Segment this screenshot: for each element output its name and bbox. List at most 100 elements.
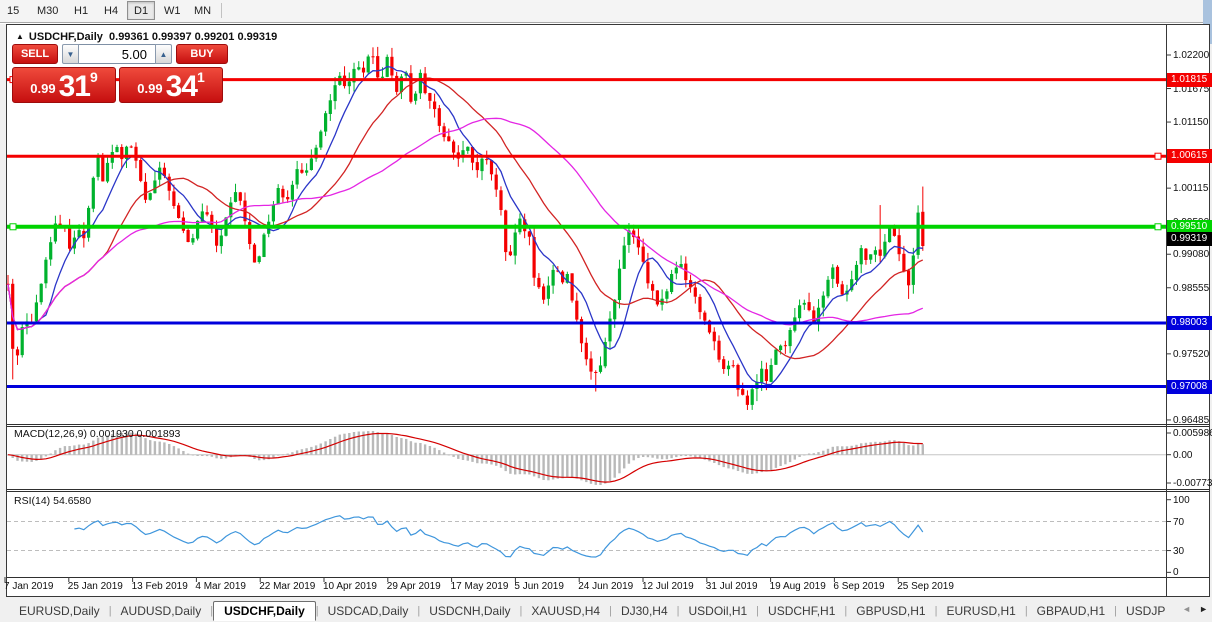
price-level-tag: 0.97008 bbox=[1167, 379, 1212, 394]
date-tick-label: 25 Sep 2019 bbox=[897, 581, 954, 592]
tab-eurusd-daily[interactable]: EURUSD,Daily bbox=[19, 604, 100, 618]
date-tick-label: 7 Jan 2019 bbox=[4, 581, 54, 592]
price-tick-label: 1.01675 bbox=[1173, 83, 1210, 95]
tab-xauusd-h4[interactable]: XAUUSD,H4 bbox=[531, 604, 601, 618]
chart-symbol-label: USDCHF,Daily bbox=[28, 31, 103, 43]
macd-label: MACD(12,26,9) 0.001930 0.001893 bbox=[14, 428, 181, 440]
tab-dj30-h4[interactable]: DJ30,H4 bbox=[620, 604, 668, 618]
date-tick-label: 17 May 2019 bbox=[450, 581, 509, 592]
chart-tab-bar: EURUSD,Daily | AUDUSD,Daily | USDCHF,Daily | U… bbox=[0, 600, 1212, 622]
tabs-scroll-left-icon[interactable]: ◄ bbox=[1182, 604, 1192, 614]
tab-separator: | bbox=[519, 605, 523, 617]
price-tick-label: 1.01150 bbox=[1173, 117, 1209, 129]
tab-separator: | bbox=[1024, 605, 1028, 617]
price-level-tag: 0.98003 bbox=[1167, 316, 1212, 330]
chart-title: ▲ USDCHF,Daily 0.99361 0.99397 0.99201 0.… bbox=[16, 31, 277, 43]
tab-usdoil-h1[interactable]: USDOil,H1 bbox=[688, 604, 748, 618]
rsi-axis-label: 0 bbox=[1173, 567, 1179, 579]
toolbar-separator bbox=[221, 3, 222, 18]
date-tick-label: 22 Mar 2019 bbox=[259, 581, 316, 592]
tab-usdjp[interactable]: USDJP bbox=[1126, 604, 1166, 618]
date-tick-label: 4 Mar 2019 bbox=[195, 581, 246, 592]
tab-usdchf-h1[interactable]: USDCHF,H1 bbox=[768, 604, 836, 618]
timeframe-button-15[interactable]: 15 bbox=[0, 1, 26, 20]
price-tick-label: 0.97520 bbox=[1173, 348, 1210, 360]
tab-usdcad-daily[interactable]: USDCAD,Daily bbox=[327, 604, 409, 618]
volume-input[interactable] bbox=[79, 44, 155, 64]
macd-axis-label: 0.005986 bbox=[1173, 428, 1212, 439]
tab-audusd-daily[interactable]: AUDUSD,Daily bbox=[120, 604, 202, 618]
tab-scroll-buttons: ◄ ► bbox=[1182, 604, 1208, 614]
price-tick-label: 0.96485 bbox=[1173, 414, 1210, 426]
volume-stepper: ▼ ▲ bbox=[62, 44, 172, 64]
date-tick-label: 13 Feb 2019 bbox=[131, 581, 188, 592]
tab-usdchf-daily[interactable]: USDCHF,Daily bbox=[213, 601, 316, 621]
timeframe-button-h4[interactable]: H4 bbox=[97, 1, 125, 20]
macd-signal-line bbox=[7, 432, 923, 483]
timeframe-button-h1[interactable]: H1 bbox=[67, 1, 95, 20]
collapse-chart-icon[interactable]: ▲ bbox=[16, 32, 24, 41]
timeframe-button-w1[interactable]: W1 bbox=[157, 1, 188, 20]
macd-axis-label: 0.00 bbox=[1173, 449, 1193, 461]
volume-decrease-icon[interactable]: ▼ bbox=[62, 44, 79, 64]
tab-separator: | bbox=[417, 605, 421, 617]
timeframe-button-mn[interactable]: MN bbox=[187, 1, 218, 20]
date-tick-label: 6 Sep 2019 bbox=[833, 581, 885, 592]
sell-price-big-figure: 0.99 bbox=[30, 81, 56, 96]
sell-price-pipette: 9 bbox=[89, 69, 98, 85]
moving-average-line bbox=[7, 117, 924, 331]
macd-histogram bbox=[6, 431, 924, 485]
line-handle[interactable] bbox=[1154, 152, 1162, 160]
chart-ohlc-values: 0.99361 0.99397 0.99201 0.99319 bbox=[109, 31, 278, 43]
tab-separator: | bbox=[934, 605, 938, 617]
rsi-axis-label: 30 bbox=[1173, 545, 1185, 557]
volume-increase-icon[interactable]: ▲ bbox=[155, 44, 172, 64]
timeframe-button-d1[interactable]: D1 bbox=[127, 1, 156, 20]
tab-usdcnh-daily[interactable]: USDCNH,Daily bbox=[429, 604, 511, 618]
timeframe-button-m30[interactable]: M30 bbox=[30, 1, 65, 20]
date-tick-label: 19 Aug 2019 bbox=[769, 581, 826, 592]
mdi-background-corner bbox=[1203, 0, 1212, 44]
price-level-tag: 1.00615 bbox=[1167, 149, 1212, 164]
date-tick-label: 25 Jan 2019 bbox=[67, 581, 123, 592]
tab-separator: | bbox=[609, 605, 612, 617]
one-click-trading-panel: SELL ▼ ▲ BUY 0.99 31 9 0.99 34 1 bbox=[12, 44, 230, 103]
tabs-scroll-right-icon[interactable]: ► bbox=[1199, 604, 1208, 614]
sell-quote-button[interactable]: 0.99 31 9 bbox=[12, 67, 116, 103]
buy-price-pipette: 1 bbox=[196, 69, 205, 85]
rsi-label: RSI(14) 54.6580 bbox=[14, 495, 92, 507]
macd-axis-label: -0.007737 bbox=[1173, 478, 1212, 489]
price-tick-label: 1.00115 bbox=[1173, 183, 1209, 195]
line-handle[interactable] bbox=[1154, 223, 1162, 231]
rsi-axis-label: 100 bbox=[1173, 494, 1190, 506]
buy-quote-button[interactable]: 0.99 34 1 bbox=[119, 67, 223, 103]
price-tick-label: 0.99080 bbox=[1173, 249, 1210, 261]
tab-separator: | bbox=[210, 605, 214, 617]
sell-button[interactable]: SELL bbox=[12, 44, 58, 64]
tab-eurusd-h1[interactable]: EURUSD,H1 bbox=[946, 604, 1016, 618]
candles-layer bbox=[6, 46, 925, 410]
date-tick-label: 5 Jun 2019 bbox=[514, 581, 564, 592]
date-tick-label: 29 Apr 2019 bbox=[386, 581, 441, 592]
tab-separator: | bbox=[676, 605, 680, 617]
buy-price-pips: 34 bbox=[165, 70, 198, 103]
price-tick-label: 1.02200 bbox=[1173, 50, 1210, 61]
price-tick-label: 0.98555 bbox=[1173, 282, 1210, 294]
rsi-axis-label: 70 bbox=[1173, 516, 1185, 528]
line-handle[interactable] bbox=[9, 223, 17, 231]
date-tick-label: 31 Jul 2019 bbox=[705, 581, 758, 592]
current-price-tag: 0.99319 bbox=[1167, 231, 1212, 246]
date-tick-label: 10 Apr 2019 bbox=[323, 581, 377, 592]
moving-average-line bbox=[7, 77, 924, 360]
sell-price-pips: 31 bbox=[58, 70, 91, 103]
buy-button[interactable]: BUY bbox=[176, 44, 228, 64]
tab-separator: | bbox=[1114, 605, 1117, 617]
tab-gbpaud-h1[interactable]: GBPAUD,H1 bbox=[1036, 604, 1106, 618]
rsi-line bbox=[74, 515, 924, 558]
tab-separator: | bbox=[844, 605, 848, 617]
price-level-tag: 1.01815 bbox=[1167, 72, 1212, 87]
moving-average-line bbox=[7, 65, 923, 386]
tab-gbpusd-h1[interactable]: GBPUSD,H1 bbox=[856, 604, 926, 618]
